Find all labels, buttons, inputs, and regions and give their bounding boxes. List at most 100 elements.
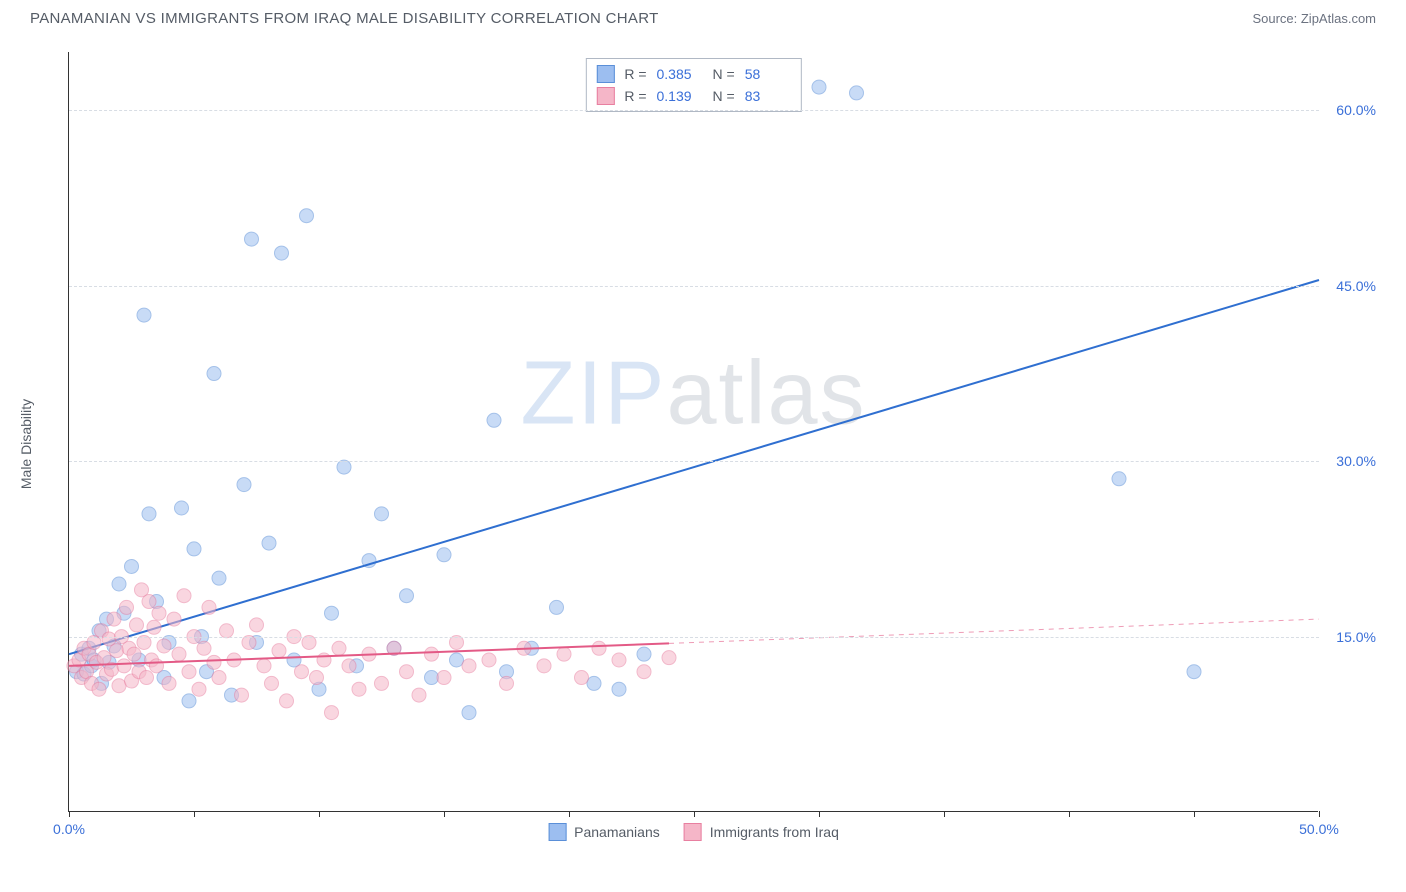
data-point	[482, 653, 496, 667]
data-point	[500, 676, 514, 690]
data-point	[342, 659, 356, 673]
gridline	[69, 461, 1319, 462]
swatch-panamanians	[548, 823, 566, 841]
legend-row-panamanians: R = 0.385 N = 58	[596, 63, 790, 85]
x-tick	[69, 811, 70, 817]
data-point	[300, 209, 314, 223]
x-tick	[319, 811, 320, 817]
data-point	[187, 542, 201, 556]
data-point	[250, 618, 264, 632]
data-point	[152, 606, 166, 620]
x-tick	[694, 811, 695, 817]
data-point	[172, 647, 186, 661]
trend-line-extrapolated	[669, 619, 1319, 643]
data-point	[325, 706, 339, 720]
data-point	[140, 671, 154, 685]
data-point	[450, 653, 464, 667]
data-point	[127, 647, 141, 661]
data-point	[425, 671, 439, 685]
data-point	[425, 647, 439, 661]
data-point	[120, 600, 134, 614]
data-point	[487, 413, 501, 427]
data-point	[612, 682, 626, 696]
data-point	[212, 671, 226, 685]
data-point	[265, 676, 279, 690]
data-point	[462, 706, 476, 720]
data-point	[142, 507, 156, 521]
data-point	[112, 577, 126, 591]
data-point	[317, 653, 331, 667]
data-point	[125, 559, 139, 573]
n-value-panamanians: 58	[745, 66, 791, 82]
data-point	[142, 595, 156, 609]
data-point	[237, 478, 251, 492]
r-label: R =	[624, 88, 646, 104]
legend-row-iraq: R = 0.139 N = 83	[596, 85, 790, 107]
data-point	[550, 600, 564, 614]
data-point	[587, 676, 601, 690]
legend-label-iraq: Immigrants from Iraq	[710, 824, 839, 840]
data-point	[310, 671, 324, 685]
plot-area: ZIPatlas R = 0.385 N = 58 R = 0.139 N = …	[68, 52, 1318, 812]
data-point	[197, 641, 211, 655]
data-point	[462, 659, 476, 673]
data-point	[107, 612, 121, 626]
data-point	[110, 644, 124, 658]
y-tick-label: 60.0%	[1336, 102, 1376, 118]
data-point	[192, 682, 206, 696]
chart-source: Source: ZipAtlas.com	[1252, 11, 1376, 26]
data-point	[325, 606, 339, 620]
data-point	[812, 80, 826, 94]
n-label: N =	[713, 66, 735, 82]
r-value-panamanians: 0.385	[657, 66, 703, 82]
x-tick-label: 50.0%	[1299, 821, 1339, 837]
x-tick	[194, 811, 195, 817]
n-value-iraq: 83	[745, 88, 791, 104]
x-tick	[1194, 811, 1195, 817]
trend-line	[69, 280, 1319, 654]
data-point	[557, 647, 571, 661]
x-tick-label: 0.0%	[53, 821, 85, 837]
legend-label-panamanians: Panamanians	[574, 824, 660, 840]
data-point	[202, 600, 216, 614]
data-point	[150, 659, 164, 673]
data-point	[272, 644, 286, 658]
x-tick	[1069, 811, 1070, 817]
data-point	[182, 694, 196, 708]
x-tick	[1319, 811, 1320, 817]
data-point	[167, 612, 181, 626]
data-point	[112, 679, 126, 693]
series-legend: Panamanians Immigrants from Iraq	[548, 823, 839, 841]
data-point	[182, 665, 196, 679]
x-tick	[569, 811, 570, 817]
data-point	[280, 694, 294, 708]
chart-title: PANAMANIAN VS IMMIGRANTS FROM IRAQ MALE …	[30, 10, 659, 27]
data-point	[177, 589, 191, 603]
gridline	[69, 110, 1319, 111]
data-point	[375, 676, 389, 690]
n-label: N =	[713, 88, 735, 104]
gridline	[69, 637, 1319, 638]
data-point	[352, 682, 366, 696]
data-point	[1187, 665, 1201, 679]
data-point	[130, 618, 144, 632]
data-point	[235, 688, 249, 702]
data-point	[147, 620, 161, 634]
data-point	[850, 86, 864, 100]
chart-container: Male Disability ZIPatlas R = 0.385 N = 5…	[30, 44, 1376, 844]
correlation-legend: R = 0.385 N = 58 R = 0.139 N = 83	[585, 58, 801, 112]
x-tick	[819, 811, 820, 817]
data-point	[1112, 472, 1126, 486]
data-point	[262, 536, 276, 550]
data-point	[92, 682, 106, 696]
y-tick-label: 15.0%	[1336, 629, 1376, 645]
data-point	[437, 671, 451, 685]
data-point	[207, 367, 221, 381]
data-point	[575, 671, 589, 685]
data-point	[400, 665, 414, 679]
data-point	[592, 641, 606, 655]
x-tick	[444, 811, 445, 817]
data-point	[662, 651, 676, 665]
gridline	[69, 286, 1319, 287]
scatter-svg	[69, 52, 1319, 812]
